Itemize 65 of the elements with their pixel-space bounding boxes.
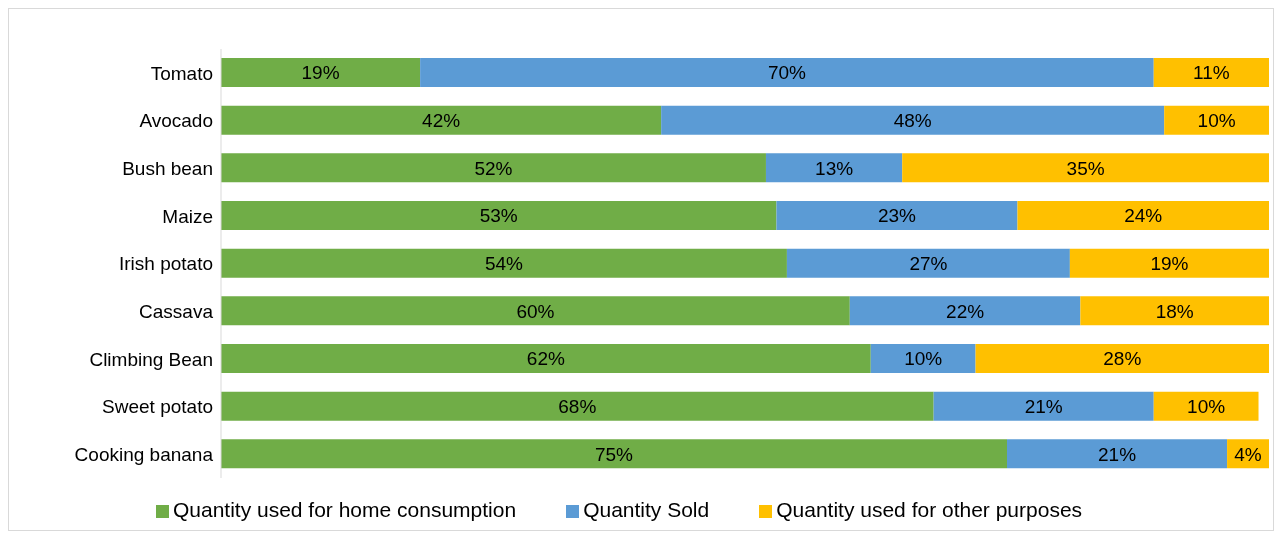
bar — [1153, 391, 1259, 421]
bar — [221, 105, 662, 135]
data-label: 53% — [479, 205, 518, 227]
data-label: 28% — [1103, 348, 1142, 370]
data-label: 10% — [1187, 395, 1226, 417]
bar — [849, 296, 1081, 326]
data-label: 13% — [815, 157, 854, 179]
data-label: 70% — [767, 62, 807, 84]
bar — [221, 248, 787, 278]
bar — [1153, 58, 1269, 87]
bar — [221, 439, 1007, 469]
bar — [1017, 201, 1269, 230]
y-tick-label: Irish potato — [119, 253, 213, 275]
data-label: 11% — [1193, 62, 1230, 84]
y-tick-label: Climbing Bean — [89, 348, 213, 370]
data-label: 19% — [301, 62, 340, 84]
y-tick-label: Tomato — [150, 62, 213, 84]
data-label: 48% — [893, 109, 932, 131]
data-label: 19% — [1150, 252, 1189, 274]
data-label: 68% — [558, 395, 597, 417]
bar — [765, 153, 903, 183]
bar — [933, 391, 1154, 421]
bar — [870, 344, 976, 373]
y-tick-label: Maize — [162, 205, 213, 227]
y-tick-label: Bush bean — [122, 157, 213, 179]
bar — [661, 105, 1165, 135]
data-label: 10% — [904, 348, 943, 370]
bar — [221, 201, 777, 230]
y-tick-label: Cassava — [139, 300, 214, 322]
data-label: 23% — [877, 205, 917, 227]
data-label: 22% — [946, 300, 985, 322]
bar — [221, 344, 871, 373]
data-label: 24% — [1124, 205, 1163, 227]
bar — [221, 58, 421, 87]
data-label: 27% — [909, 252, 948, 274]
y-tick-label: Sweet potato — [102, 396, 213, 418]
data-label: 35% — [1066, 157, 1105, 179]
data-label: 60% — [516, 300, 555, 322]
bar — [1007, 439, 1228, 469]
data-label: 42% — [422, 109, 461, 131]
data-label: 21% — [1024, 395, 1063, 417]
data-label: 75% — [594, 443, 634, 465]
data-label: 52% — [474, 157, 513, 179]
bar — [1164, 105, 1269, 135]
data-label: 62% — [526, 348, 565, 370]
bar — [221, 296, 850, 326]
y-tick-label: Cooking banana — [74, 443, 214, 465]
bar — [221, 153, 766, 183]
legend-label: Quantity Sold — [583, 498, 710, 521]
data-label: 18% — [1155, 300, 1194, 322]
y-tick-label: Avocado — [139, 110, 213, 132]
bar — [420, 58, 1154, 87]
legend-label: Quantity used for other purposes — [776, 498, 1083, 521]
bar — [221, 391, 934, 421]
bar — [776, 201, 1018, 230]
bar — [975, 344, 1269, 373]
data-label: 4% — [1234, 443, 1262, 465]
data-label: 10% — [1197, 109, 1236, 131]
bar — [1069, 248, 1269, 278]
bar — [1080, 296, 1269, 326]
data-label: 54% — [484, 252, 524, 274]
data-label: 21% — [1098, 443, 1137, 465]
legend-label: Quantity used for home consumption — [172, 498, 517, 521]
bar — [786, 248, 1070, 278]
bar — [902, 153, 1269, 183]
